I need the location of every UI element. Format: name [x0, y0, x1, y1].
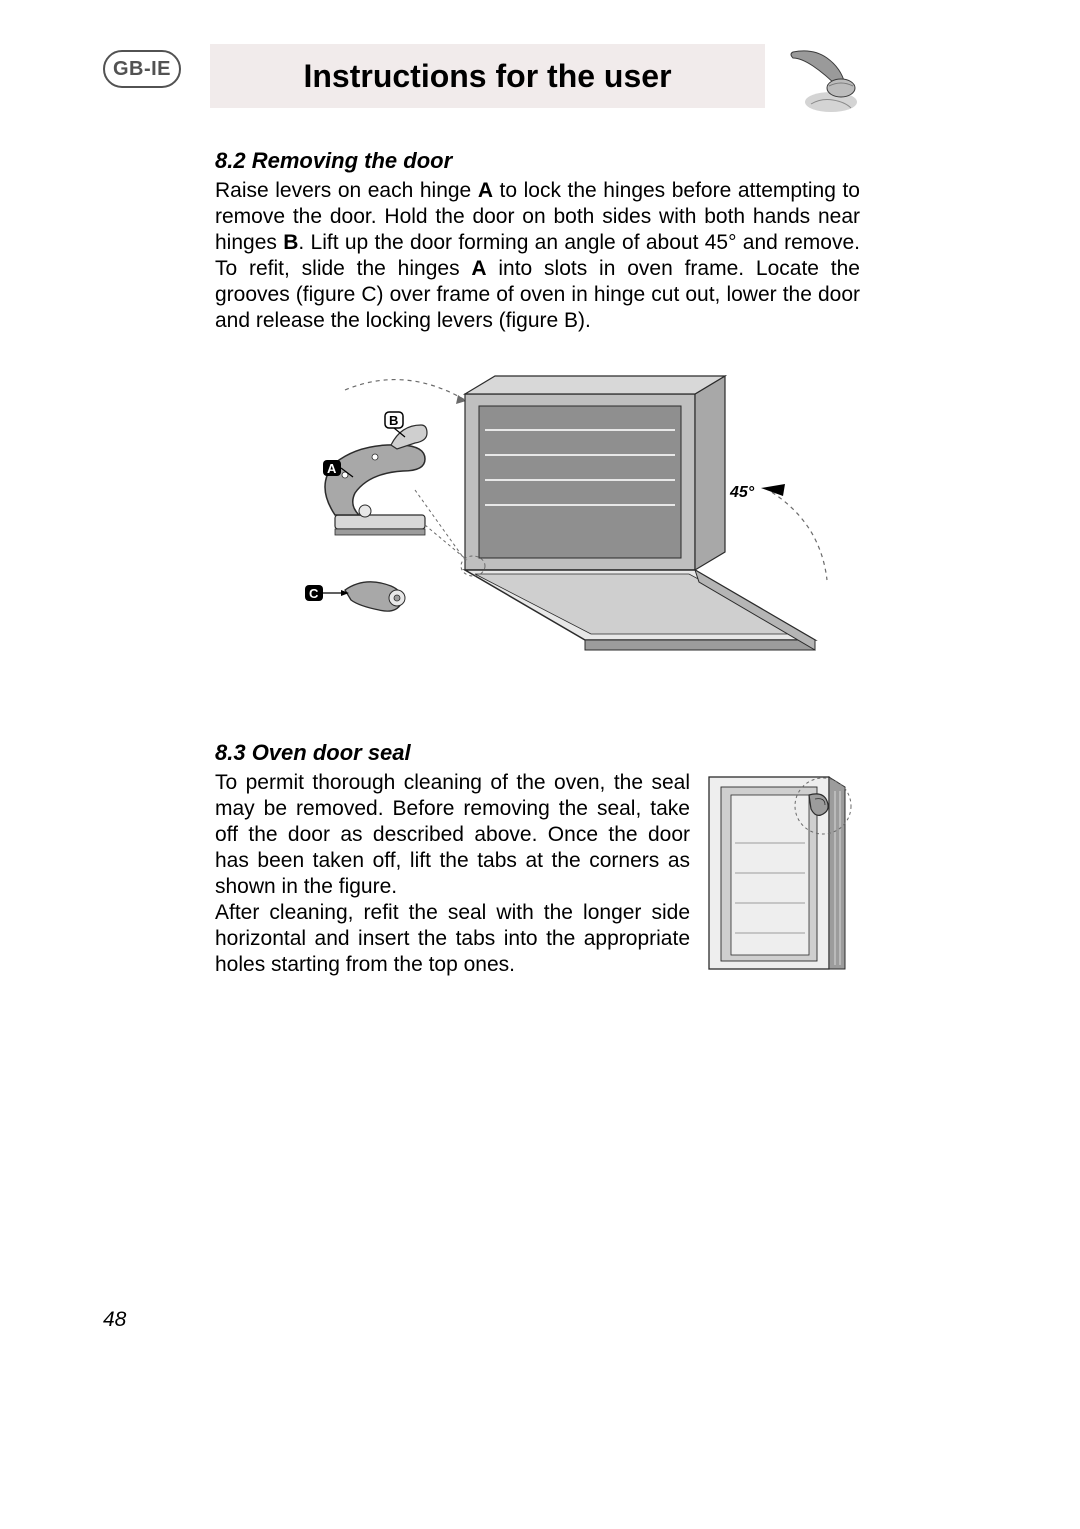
spoon-icon [783, 44, 861, 117]
section-8-3-heading: 8.3 Oven door seal [215, 740, 860, 766]
label-B-ref: B [283, 231, 298, 254]
text-fragment: Raise levers on each hinge [215, 179, 478, 202]
angle-label-text: 45° [729, 484, 755, 501]
section-8-2: 8.2 Removing the door Raise levers on ea… [215, 148, 860, 334]
page-number: 48 [103, 1308, 126, 1332]
section-8-3-p1: To permit thorough cleaning of the oven,… [215, 770, 690, 900]
section-8-3-p2: After cleaning, refit the seal with the … [215, 900, 690, 978]
fig1-label-A-text: A [327, 461, 337, 476]
section-8-2-body: Raise levers on each hinge A to lock the… [215, 178, 860, 334]
figure-door-removal: 45° A B [275, 370, 835, 670]
fig1-label-C-text: C [309, 586, 319, 601]
page-title-bar: Instructions for the user [210, 44, 765, 108]
label-A-ref: A [478, 179, 493, 202]
manual-page: GB-IE Instructions for the user 8.2 Remo… [0, 0, 1080, 1529]
fig1-label-B-text: B [389, 413, 398, 428]
label-A-ref-2: A [471, 257, 486, 280]
section-8-2-heading: 8.2 Removing the door [215, 148, 860, 174]
figure-door-seal [705, 773, 865, 973]
region-badge-text: GB-IE [113, 58, 171, 81]
region-badge: GB-IE [103, 50, 181, 88]
page-title: Instructions for the user [303, 58, 671, 95]
